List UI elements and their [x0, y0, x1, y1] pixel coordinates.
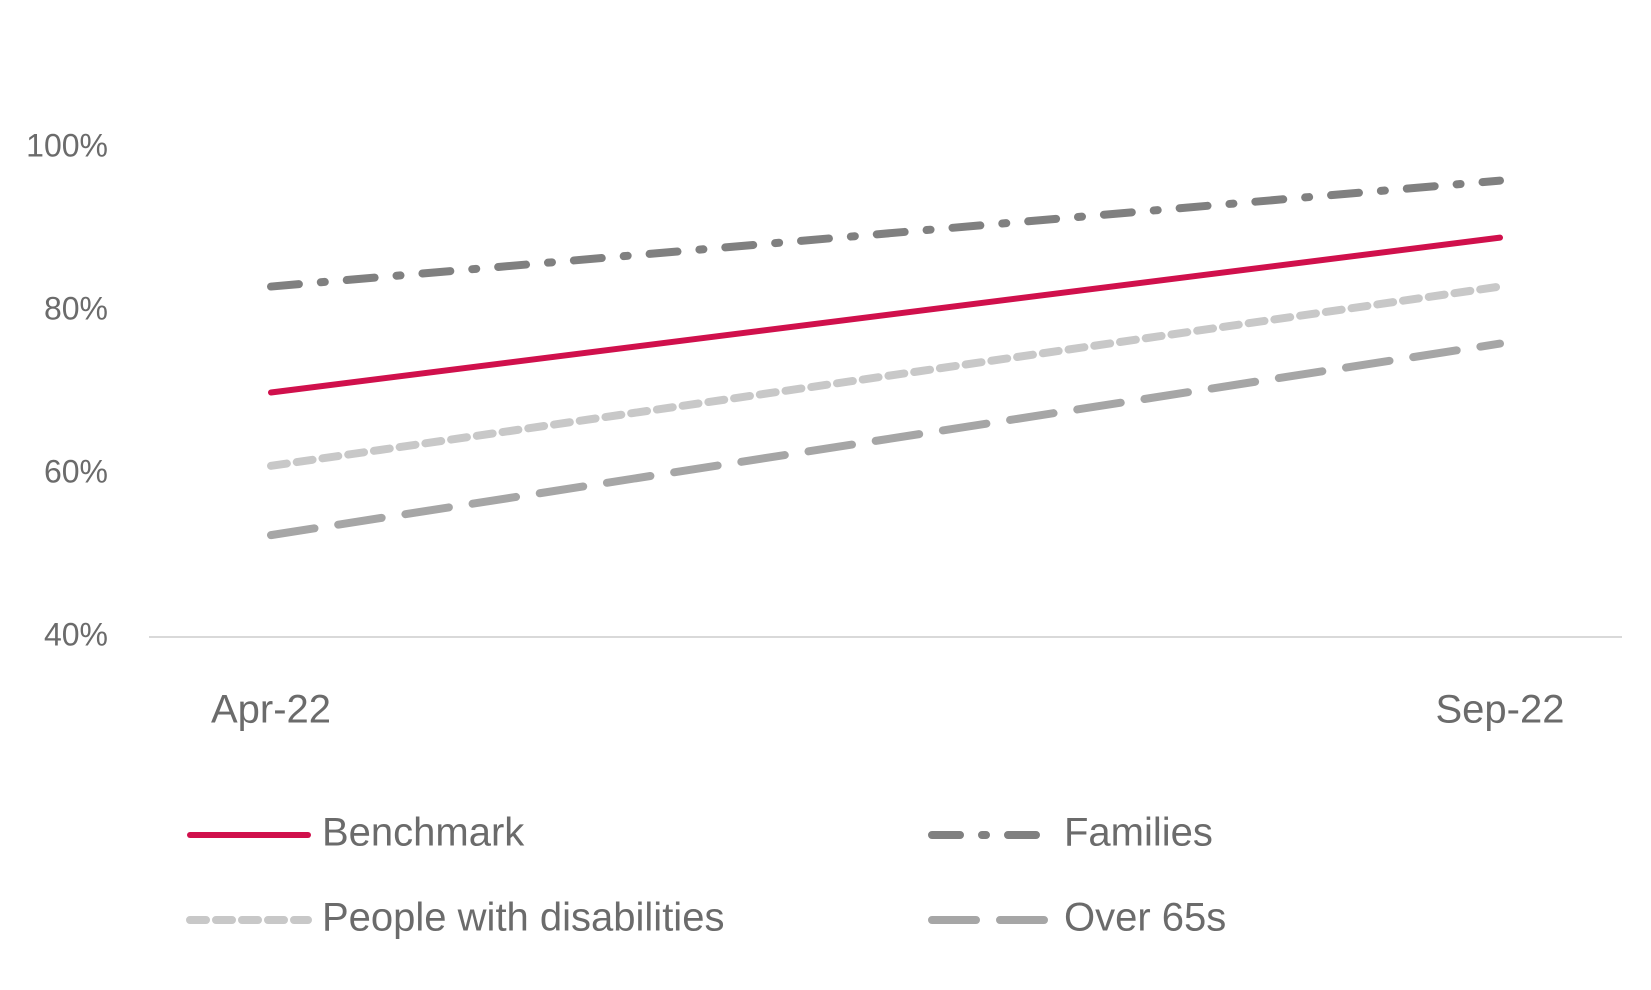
x-tick-label: Apr-22 [211, 688, 331, 732]
legend-label: Families [1064, 811, 1213, 855]
series-line [267, 339, 1504, 540]
y-tick-label: 100% [26, 127, 108, 163]
legend-label: People with disabilities [322, 896, 724, 940]
y-tick-label: 80% [44, 290, 108, 326]
x-tick-label: Sep-22 [1436, 688, 1565, 732]
series-line [268, 234, 1503, 396]
series-line [267, 176, 1504, 291]
series-line [267, 282, 1504, 470]
y-tick-label: 60% [44, 453, 108, 489]
legend-label: Benchmark [322, 811, 525, 855]
legend-label: Over 65s [1064, 896, 1226, 940]
y-tick-label: 40% [44, 616, 108, 652]
